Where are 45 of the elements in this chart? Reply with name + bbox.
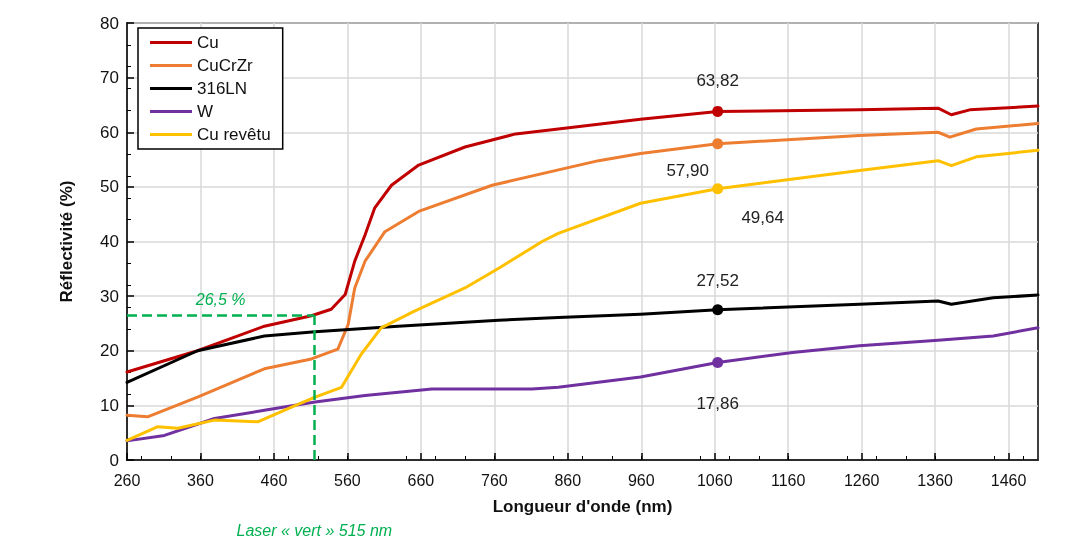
point xyxy=(712,138,724,150)
x-tick-label: 560 xyxy=(334,471,361,489)
ref-line-label: 26,5 % xyxy=(194,290,246,308)
y-tick-label: 60 xyxy=(100,122,119,142)
x-tick-label: 1460 xyxy=(990,471,1027,489)
x-tick-label: 960 xyxy=(627,471,655,489)
line-series xyxy=(125,148,1040,442)
y-tick-label: 10 xyxy=(100,395,119,415)
point xyxy=(712,183,724,195)
x-tick-label: 1160 xyxy=(771,471,806,489)
legend-label: 316LN xyxy=(197,79,248,98)
y-tick-label: 80 xyxy=(100,13,119,33)
y-tick-label: 30 xyxy=(100,286,119,306)
x-tick-label: 760 xyxy=(480,471,508,489)
x-tick-label: 1260 xyxy=(843,471,880,489)
x-tick-label: 660 xyxy=(407,471,435,489)
data-label: 27,52 xyxy=(696,271,739,291)
legend-label: Cu revêtu xyxy=(197,125,271,144)
x-tick-label: 460 xyxy=(260,471,288,489)
line-series xyxy=(125,326,1040,443)
line-series xyxy=(125,104,1040,374)
x-tick-label: 360 xyxy=(187,471,214,489)
x-tick-label: 1360 xyxy=(917,471,954,489)
x-tick-label: 860 xyxy=(554,471,582,489)
y-tick-label: 20 xyxy=(100,341,119,361)
data-label: 17,86 xyxy=(696,393,739,413)
x-tick-label: 1060 xyxy=(696,471,733,489)
legend-label: Cu xyxy=(197,33,219,52)
data-label: 57,90 xyxy=(666,161,709,181)
x-tick-label: 260 xyxy=(113,471,141,489)
ref-line-label: Laser « vert » 515 nm xyxy=(236,521,393,539)
point xyxy=(712,356,724,368)
y-tick-label: 70 xyxy=(100,68,119,88)
y-tick-label: 0 xyxy=(109,450,119,470)
data-label: 63,82 xyxy=(696,70,739,90)
legend-label: CuCrZr xyxy=(197,56,254,75)
y-tick-label: 40 xyxy=(100,232,119,251)
legend-label: W xyxy=(197,102,214,121)
x-axis-title: Longueur d'onde (nm) xyxy=(492,497,673,516)
y-axis-title: Réflectivité (%) xyxy=(57,180,76,303)
point xyxy=(712,304,724,316)
line-series xyxy=(125,122,1040,419)
data-label: 49,64 xyxy=(741,208,784,228)
point xyxy=(712,105,724,117)
y-tick-label: 50 xyxy=(100,177,119,197)
